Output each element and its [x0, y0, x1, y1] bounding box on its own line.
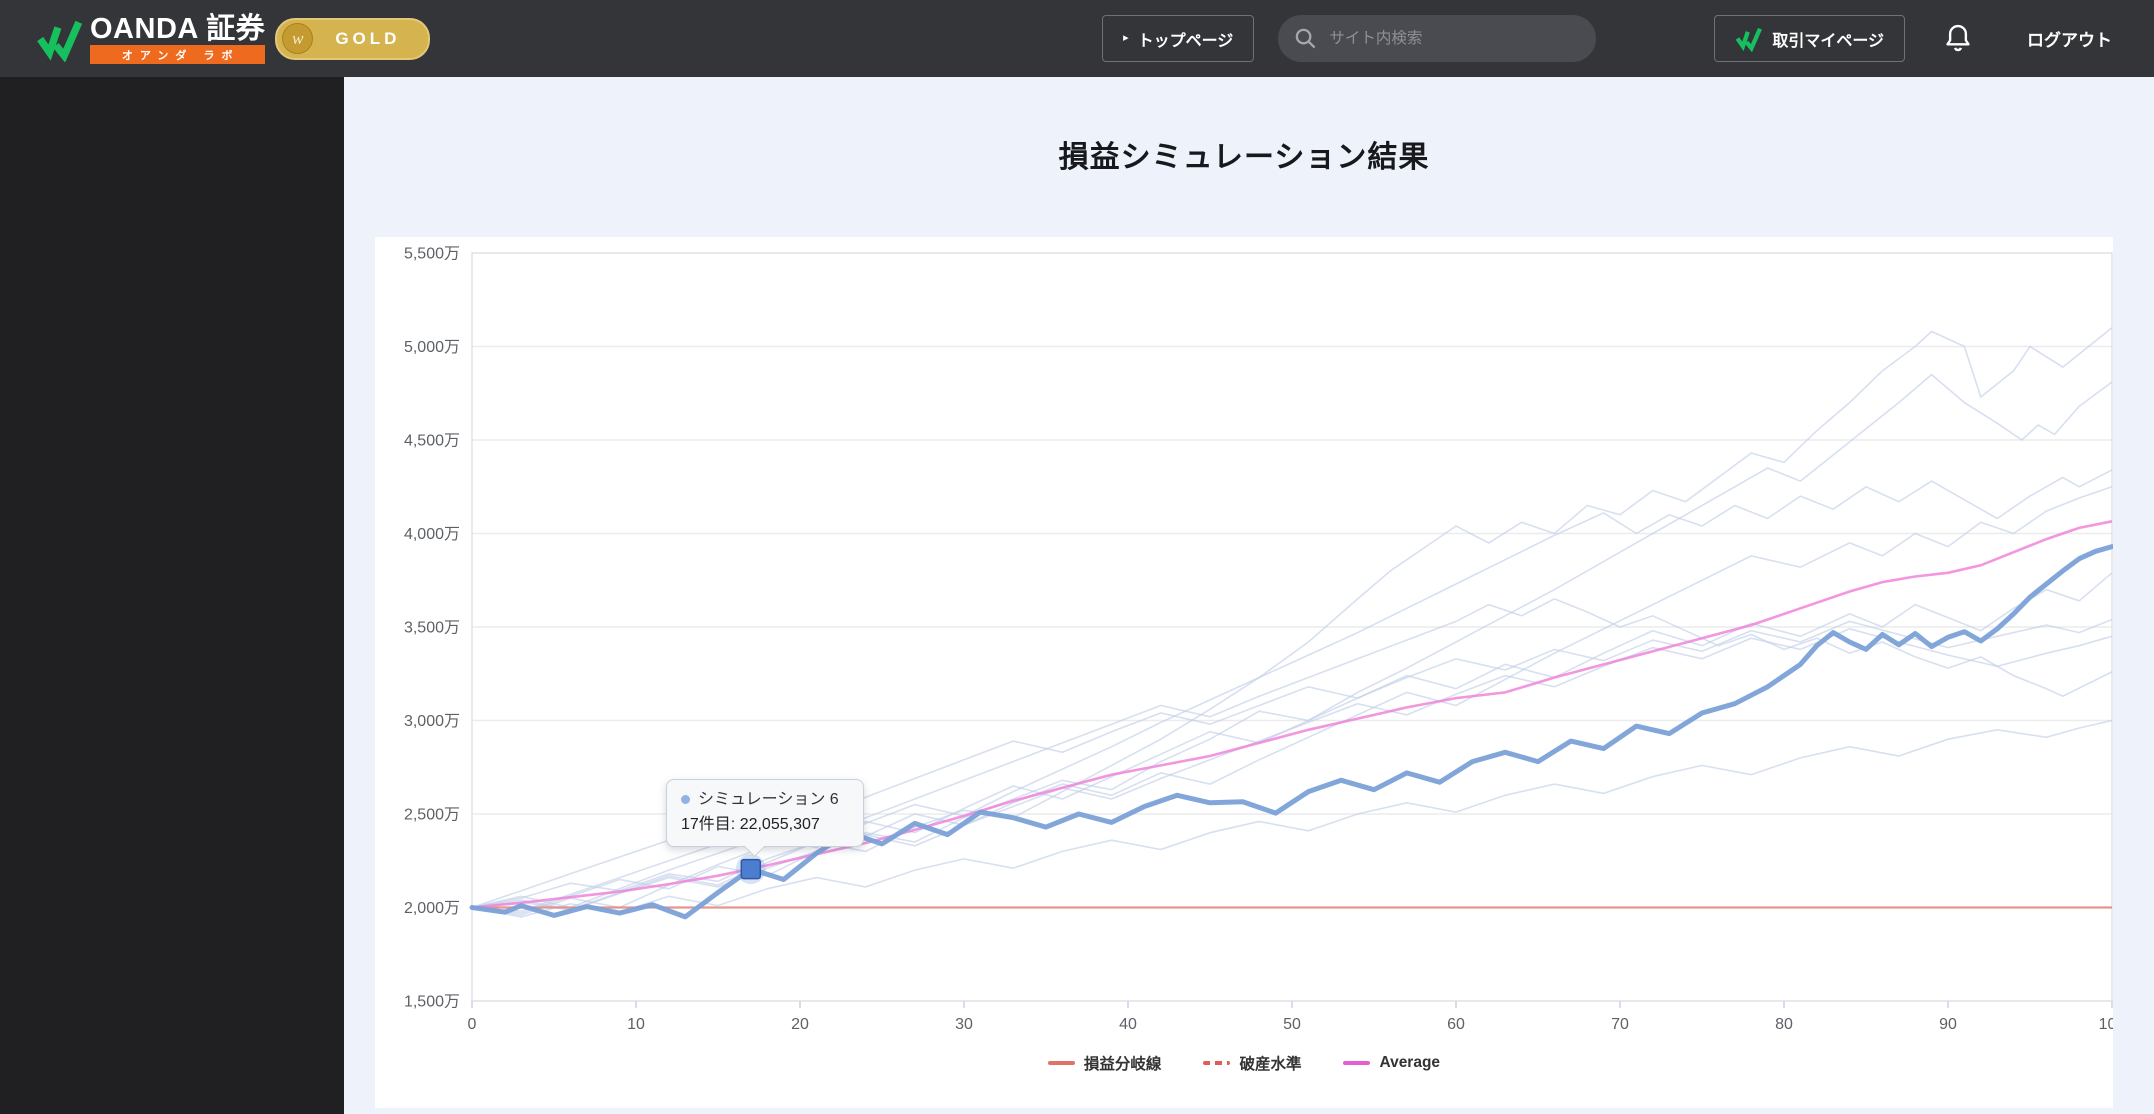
y-tick-label: 4,500万: [404, 433, 460, 450]
average-line-swatch: [1343, 1061, 1371, 1065]
average-line[interactable]: [471, 520, 2113, 909]
gold-badge: w GOLD: [275, 17, 431, 60]
gold-badge-label: GOLD: [335, 28, 401, 48]
tooltip-series-label: シミュレーション 6: [698, 791, 839, 808]
simulation-line[interactable]: [471, 373, 2113, 914]
y-tick-label: 2,000万: [404, 900, 460, 917]
y-tick-label: 1,500万: [404, 994, 460, 1011]
legend-label: Average: [1379, 1054, 1441, 1071]
brand-text-wrap: OANDA 証券 オアンダ ラボ: [90, 12, 266, 64]
coin-icon: w: [282, 23, 314, 54]
legend-item-breakeven[interactable]: 損益分岐線: [1047, 1052, 1162, 1074]
simulation-chart[interactable]: 1,500万 2,000万 2,500万 3,000万 3,500万 4,000万 4,50…: [375, 237, 2113, 1049]
x-tick-label: 100: [2099, 1016, 2113, 1033]
x-tick-label: 80: [1775, 1016, 1793, 1033]
simulation-line[interactable]: [471, 486, 2113, 916]
brand-name: OANDA 証券: [90, 12, 266, 45]
brand-subtitle: オアンダ ラボ: [90, 44, 266, 64]
oanda-logo-icon: [1735, 27, 1763, 52]
y-tick-label: 5,500万: [404, 246, 460, 263]
selected-point-marker[interactable]: [740, 858, 762, 880]
site-search[interactable]: [1278, 15, 1597, 62]
y-tick-label: 2,500万: [404, 807, 460, 824]
triangle-icon: ▸: [1123, 32, 1129, 44]
chart-card: 1,500万 2,000万 2,500万 3,000万 3,500万 4,000万 4,50…: [375, 237, 2113, 1108]
series-dot-icon: [681, 795, 690, 804]
simulation-line[interactable]: [469, 544, 2113, 920]
my-page-button[interactable]: 取引マイページ: [1714, 15, 1905, 62]
simulation-line[interactable]: [471, 572, 2113, 911]
simulation-line[interactable]: [471, 628, 2113, 912]
main-content: 損益シミュレーション結果 1,500万 2,000万 2,500万 3,000万 3,5…: [344, 77, 2154, 1114]
top-page-label: トップページ: [1137, 32, 1234, 50]
x-tick-label: 60: [1447, 1016, 1465, 1033]
sidebar: [0, 77, 344, 1114]
x-tick-label: 40: [1119, 1016, 1137, 1033]
x-tick-label: 50: [1283, 1016, 1301, 1033]
x-tick-label: 10: [627, 1016, 645, 1033]
logout-button[interactable]: ログアウト: [2027, 31, 2112, 50]
y-tick-label: 3,000万: [404, 713, 460, 730]
legend-item-average[interactable]: Average: [1343, 1054, 1440, 1072]
x-tick-label: 30: [955, 1016, 973, 1033]
brand-logo[interactable]: OANDA 証券 オアンダ ラボ w GOLD: [36, 12, 431, 64]
simulation-line[interactable]: [471, 719, 2113, 918]
search-input[interactable]: [1327, 28, 1532, 49]
chart-tooltip: シミュレーション 6 17件目: 22,055,307: [666, 779, 864, 857]
x-tick-label: 0: [468, 1016, 477, 1033]
top-page-button[interactable]: ▸ トップページ: [1102, 15, 1255, 62]
chart-legend: 損益分岐線 破産水準 Average: [375, 1052, 2113, 1074]
search-icon: [1296, 28, 1316, 49]
my-page-label: 取引マイページ: [1772, 32, 1884, 50]
tooltip-series-row: シミュレーション 6: [681, 788, 849, 813]
header-nav: ▸ トップページ 取引マイページ ログアウト: [1102, 15, 2112, 62]
tooltip-value-label: 17件目: 22,055,307: [681, 815, 820, 833]
oanda-logo-icon: [37, 20, 83, 62]
breakeven-line-swatch: [1047, 1061, 1075, 1065]
legend-label: 損益分岐線: [1083, 1056, 1162, 1073]
app-header: OANDA 証券 オアンダ ラボ w GOLD ▸ トップページ 取引マイページ: [0, 0, 2154, 77]
legend-label: 破産水準: [1239, 1056, 1302, 1073]
x-tick-label: 20: [791, 1016, 809, 1033]
y-tick-label: 3,500万: [404, 620, 460, 637]
legend-item-bankruptcy[interactable]: 破産水準: [1203, 1052, 1301, 1074]
bankruptcy-line-swatch: [1203, 1061, 1231, 1065]
x-tick-label: 90: [1939, 1016, 1957, 1033]
y-tick-label: 5,000万: [404, 339, 460, 356]
page-title: 損益シミュレーション結果: [1058, 141, 1430, 174]
notifications-bell-icon[interactable]: [1943, 22, 1973, 55]
y-tick-label: 4,000万: [404, 526, 460, 543]
x-tick-label: 70: [1611, 1016, 1629, 1033]
